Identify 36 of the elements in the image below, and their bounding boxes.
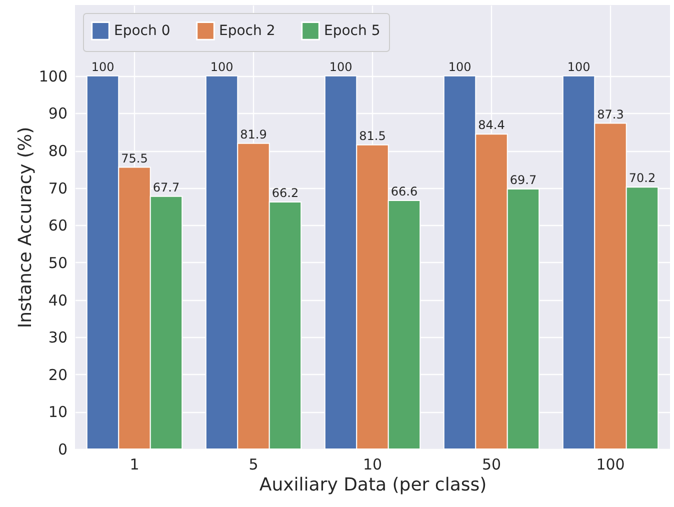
y-tick-label: 50 [48,254,68,272]
y-tick-label: 100 [38,67,68,86]
y-tick-label: 30 [48,328,68,347]
data-label: 75.5 [121,151,148,166]
data-label: 100 [448,60,472,74]
y-tick-label: 0 [58,440,68,458]
data-label: 100 [91,60,114,74]
x-tick-label: 5 [248,456,258,474]
data-label: 87.3 [597,107,624,122]
data-label: 81.5 [359,128,386,143]
data-label: 81.9 [240,127,267,142]
x-tick-label: 10 [362,456,382,474]
y-tick-label: 80 [48,142,68,160]
y-tick-label: 40 [48,291,68,310]
data-label: 84.4 [478,118,505,132]
y-tick-label: 90 [48,104,68,123]
y-tick-label: 70 [48,179,68,198]
data-label: 66.6 [390,184,418,199]
x-axis-title: Auxiliary Data (per class) [259,474,487,496]
data-label: 100 [567,60,590,74]
data-label: 66.2 [272,186,299,200]
data-label: 69.7 [510,172,537,187]
data-label: 70.2 [628,171,656,186]
x-tick-label: 1 [130,456,140,474]
y-tick-label: 60 [48,216,68,235]
y-tick-label: 10 [48,403,68,422]
y-tick-label: 20 [48,366,68,384]
data-label: 100 [210,60,234,74]
y-axis-title: Instance Accuracy (%) [14,126,36,328]
x-tick-label: 100 [596,456,625,474]
data-label: 100 [329,60,352,74]
legend-label: Epoch 2 [219,22,276,39]
x-tick-label: 50 [482,456,502,474]
data-label: 67.7 [152,180,180,194]
legend-label: Epoch 5 [324,22,380,39]
legend-label: Epoch 0 [114,22,170,39]
